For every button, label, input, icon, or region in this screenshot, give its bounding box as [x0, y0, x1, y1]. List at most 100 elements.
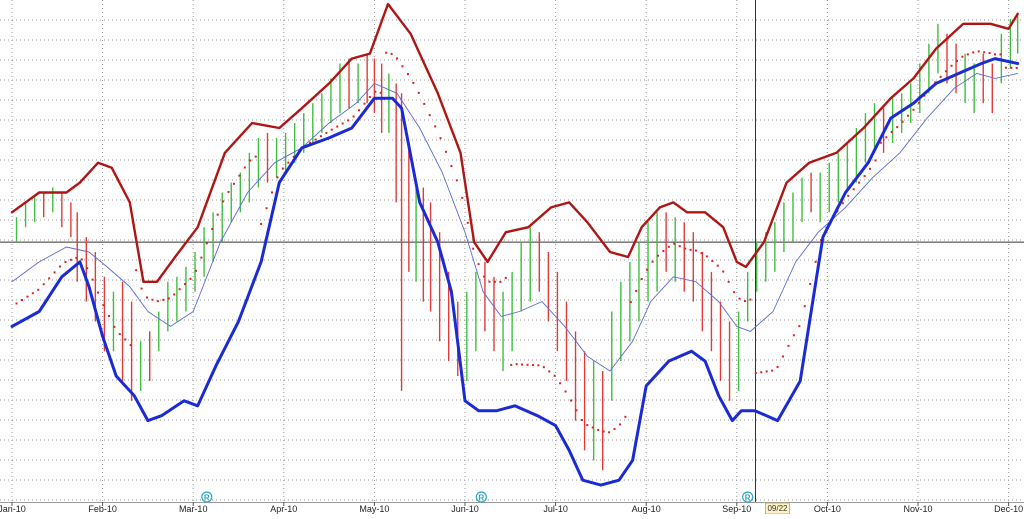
- sar-dot: [330, 128, 333, 131]
- x-tick-label: Nov-10: [903, 504, 932, 514]
- sar-dot: [1004, 66, 1007, 69]
- sar-dot: [521, 363, 524, 366]
- sar-dot: [31, 292, 34, 295]
- event-marker-label: R: [478, 494, 484, 503]
- sar-dot: [700, 252, 703, 255]
- sar-dot: [466, 221, 469, 224]
- sar-dot: [711, 260, 714, 263]
- sar-dot: [847, 194, 850, 197]
- sar-dot: [53, 271, 56, 274]
- sar-dot: [102, 304, 105, 307]
- sar-dot: [792, 334, 795, 337]
- sar-dot: [656, 254, 659, 257]
- band-line-middle: [11, 72, 1019, 372]
- event-marker-icon: [475, 491, 487, 503]
- sar-dot: [271, 191, 274, 194]
- sar-dot: [86, 267, 89, 270]
- sar-dot: [754, 372, 757, 375]
- sar-dot: [488, 280, 491, 283]
- sar-dot: [526, 363, 529, 366]
- sar-dot: [374, 90, 377, 93]
- sar-dot: [597, 428, 600, 431]
- x-tick-label: Feb-10: [88, 504, 117, 514]
- sar-dot: [537, 364, 540, 367]
- sar-dot: [803, 305, 806, 308]
- sar-dot: [396, 57, 399, 60]
- sar-dot: [542, 366, 545, 369]
- sar-dot: [254, 155, 257, 158]
- sar-dot: [385, 51, 388, 54]
- sar-dot: [129, 344, 132, 347]
- sar-dot: [216, 213, 219, 216]
- sar-dot: [966, 53, 969, 56]
- sar-dot: [673, 242, 676, 245]
- sar-dot: [477, 263, 480, 266]
- sar-dot: [695, 249, 698, 252]
- sar-dot: [211, 227, 214, 230]
- sar-dot: [814, 260, 817, 263]
- sar-dot: [684, 247, 687, 250]
- x-tick-label: Jul-10: [543, 504, 568, 514]
- sar-dot: [145, 296, 148, 299]
- sar-dot: [874, 159, 877, 162]
- sar-dot: [771, 369, 774, 372]
- sar-dot: [564, 390, 567, 393]
- sar-dot: [205, 242, 208, 245]
- sar-dot: [483, 275, 486, 278]
- sar-dot: [923, 94, 926, 97]
- sar-dot: [651, 260, 654, 263]
- sar-dot: [608, 431, 611, 434]
- sar-dot: [59, 265, 62, 268]
- sar-dot: [841, 202, 844, 205]
- sar-dot: [401, 65, 404, 68]
- sar-dot: [945, 70, 948, 73]
- sar-dot: [885, 136, 888, 139]
- sar-dot: [135, 269, 138, 272]
- sar-dot: [97, 291, 100, 294]
- sar-dot: [580, 419, 583, 422]
- sar-dot: [428, 114, 431, 117]
- sar-dot: [200, 256, 203, 259]
- sar-dot: [140, 287, 143, 290]
- sar-dot: [314, 138, 317, 141]
- sar-dot: [705, 255, 708, 258]
- sar-dot: [292, 155, 295, 158]
- sar-dot: [472, 247, 475, 250]
- x-tick-label: Jan-10: [0, 504, 26, 514]
- sar-dot: [890, 130, 893, 133]
- cursor-date-group: 09/22: [765, 502, 790, 515]
- sar-dot: [69, 258, 72, 261]
- band-series: [10, 2, 1020, 487]
- sar-dot: [64, 260, 67, 263]
- sar-dot: [722, 270, 725, 273]
- sar-dot: [260, 222, 263, 225]
- x-tick-label: Oct-10: [814, 504, 841, 514]
- sar-dot: [249, 159, 252, 162]
- sar-dot: [662, 249, 665, 252]
- sar-dot: [618, 423, 621, 426]
- sar-dot: [412, 81, 415, 84]
- sar-dot: [91, 278, 94, 281]
- sar-dot: [75, 256, 78, 259]
- sar-dot: [107, 314, 110, 317]
- x-axis: Jan-10 Feb-10 Mar-10 Apr-10 May-10 Jun-10 Jul-…: [0, 502, 1024, 514]
- sar-dot: [406, 73, 409, 76]
- sar-dot: [689, 248, 692, 251]
- x-tick-label: Apr-10: [270, 504, 297, 514]
- sar-dot: [347, 119, 350, 122]
- event-marker-icon: [742, 491, 754, 503]
- sar-dot: [629, 300, 632, 303]
- sar-dot: [531, 364, 534, 367]
- sar-dot: [977, 50, 980, 53]
- sar-dot: [635, 289, 638, 292]
- sar-dot: [640, 278, 643, 281]
- sar-dot: [716, 264, 719, 267]
- band-line-upper: [10, 2, 1019, 283]
- sar-dot: [423, 102, 426, 105]
- x-tick-label: Dec-10: [994, 504, 1023, 514]
- sar-dot: [972, 51, 975, 54]
